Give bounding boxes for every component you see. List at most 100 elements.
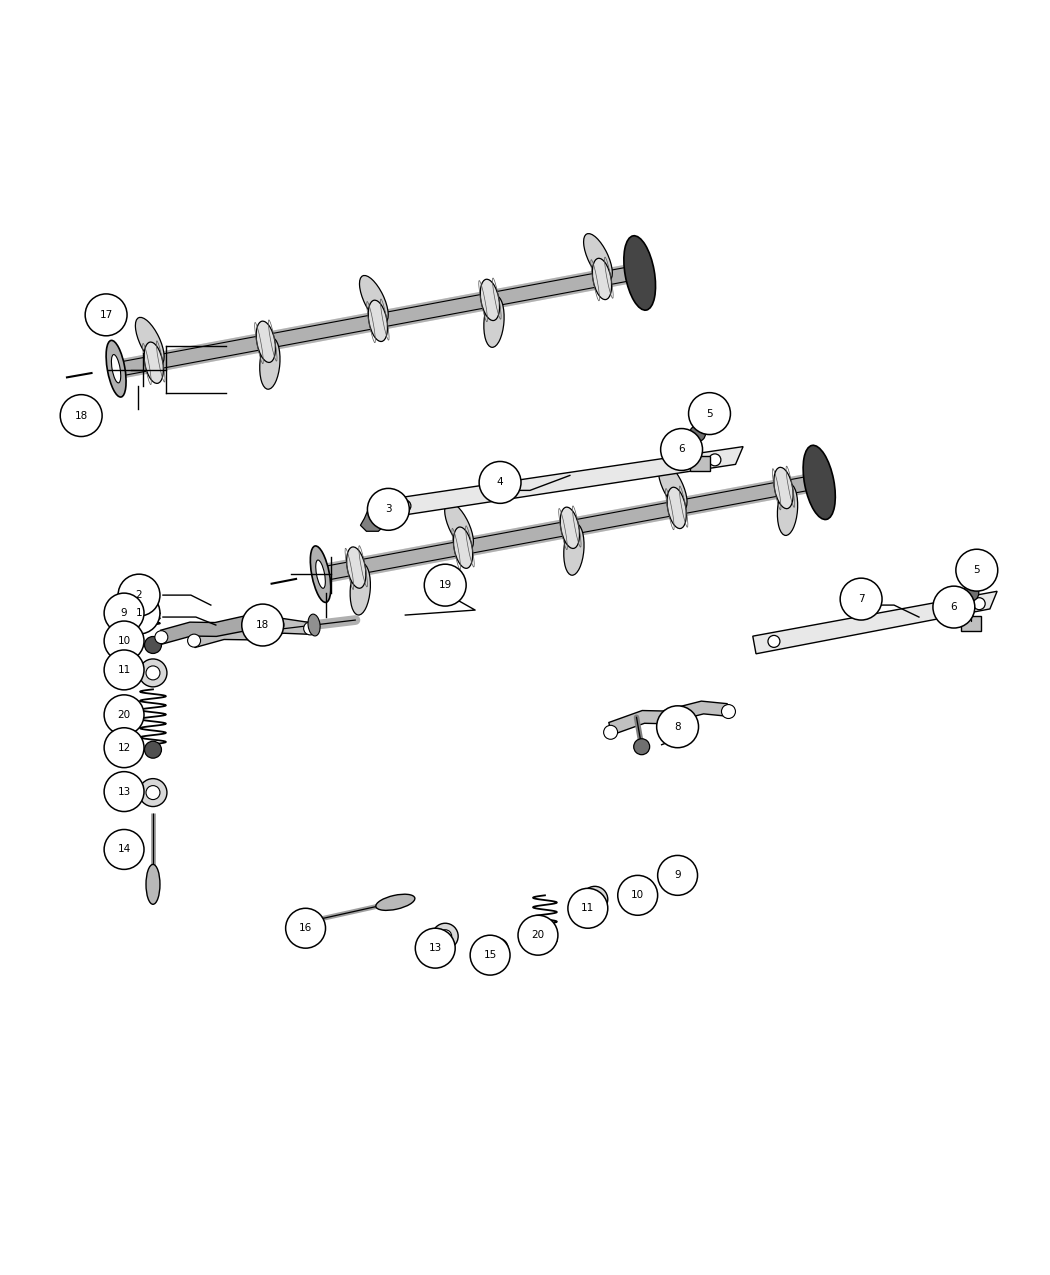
Ellipse shape (454, 527, 473, 569)
Ellipse shape (768, 635, 780, 648)
Circle shape (660, 428, 702, 470)
Circle shape (656, 706, 698, 747)
Text: 18: 18 (75, 411, 88, 421)
Text: 18: 18 (256, 620, 269, 630)
Text: 17: 17 (100, 310, 112, 320)
Polygon shape (193, 618, 311, 648)
Circle shape (188, 634, 201, 648)
Text: 19: 19 (439, 580, 452, 590)
Circle shape (139, 779, 167, 807)
Circle shape (582, 886, 608, 913)
Circle shape (146, 666, 160, 680)
Text: 12: 12 (118, 743, 130, 752)
Circle shape (104, 621, 144, 660)
Ellipse shape (146, 864, 160, 904)
Circle shape (303, 622, 317, 635)
Circle shape (368, 488, 410, 530)
Text: 9: 9 (674, 871, 680, 880)
Circle shape (104, 830, 144, 870)
Text: 5: 5 (973, 565, 980, 575)
Circle shape (145, 636, 162, 654)
Ellipse shape (480, 279, 500, 320)
Circle shape (433, 923, 458, 949)
Ellipse shape (359, 275, 388, 323)
Circle shape (518, 915, 558, 955)
Ellipse shape (584, 233, 612, 282)
Text: 14: 14 (118, 844, 130, 854)
Circle shape (932, 586, 974, 629)
Ellipse shape (106, 340, 126, 397)
Text: 10: 10 (631, 890, 645, 900)
Text: 1: 1 (135, 608, 143, 618)
Ellipse shape (311, 546, 331, 602)
Ellipse shape (144, 342, 164, 384)
Circle shape (588, 892, 602, 905)
Text: 4: 4 (497, 477, 503, 487)
Circle shape (840, 578, 882, 620)
Ellipse shape (658, 463, 687, 510)
Polygon shape (753, 592, 998, 654)
Text: 20: 20 (118, 710, 130, 720)
Text: 13: 13 (428, 944, 442, 954)
Text: 7: 7 (858, 594, 864, 604)
Circle shape (85, 295, 127, 335)
Text: 11: 11 (118, 666, 130, 674)
Ellipse shape (564, 524, 584, 575)
Circle shape (118, 574, 160, 616)
Text: 20: 20 (531, 931, 545, 940)
Text: 6: 6 (950, 602, 958, 612)
Ellipse shape (316, 560, 326, 588)
Circle shape (479, 462, 521, 504)
Text: 6: 6 (678, 445, 685, 454)
Circle shape (721, 705, 735, 719)
FancyBboxPatch shape (690, 456, 710, 470)
Circle shape (271, 618, 284, 631)
Polygon shape (161, 615, 278, 644)
Circle shape (657, 856, 697, 895)
FancyBboxPatch shape (961, 616, 981, 631)
Circle shape (634, 738, 650, 755)
Polygon shape (609, 701, 730, 736)
Circle shape (439, 929, 452, 942)
Text: 9: 9 (121, 608, 127, 618)
Polygon shape (360, 511, 384, 532)
Circle shape (146, 785, 160, 799)
Ellipse shape (346, 547, 365, 588)
Text: 3: 3 (385, 505, 392, 514)
Ellipse shape (376, 894, 415, 910)
Circle shape (104, 695, 144, 734)
Circle shape (424, 565, 466, 606)
Polygon shape (374, 446, 743, 519)
Ellipse shape (624, 236, 655, 310)
Circle shape (963, 585, 979, 601)
Circle shape (470, 935, 510, 975)
Circle shape (689, 393, 731, 435)
Text: 8: 8 (674, 722, 680, 732)
Circle shape (568, 889, 608, 928)
Circle shape (604, 725, 617, 739)
Circle shape (488, 938, 508, 958)
Text: 5: 5 (707, 408, 713, 418)
Circle shape (956, 550, 997, 592)
Circle shape (242, 604, 284, 646)
Text: 10: 10 (118, 636, 130, 646)
Circle shape (104, 650, 144, 690)
Text: 13: 13 (118, 787, 130, 797)
Text: 2: 2 (135, 590, 143, 601)
Ellipse shape (592, 259, 611, 300)
Circle shape (636, 878, 653, 895)
Ellipse shape (561, 507, 580, 548)
Ellipse shape (308, 615, 320, 636)
Ellipse shape (445, 502, 474, 550)
Text: 16: 16 (299, 923, 312, 933)
Circle shape (416, 928, 456, 968)
Ellipse shape (777, 483, 798, 536)
Circle shape (104, 771, 144, 812)
Ellipse shape (399, 500, 411, 513)
Circle shape (104, 593, 144, 632)
Circle shape (690, 426, 706, 441)
Ellipse shape (369, 300, 387, 342)
Circle shape (104, 728, 144, 768)
Circle shape (60, 395, 102, 436)
Ellipse shape (973, 598, 985, 609)
